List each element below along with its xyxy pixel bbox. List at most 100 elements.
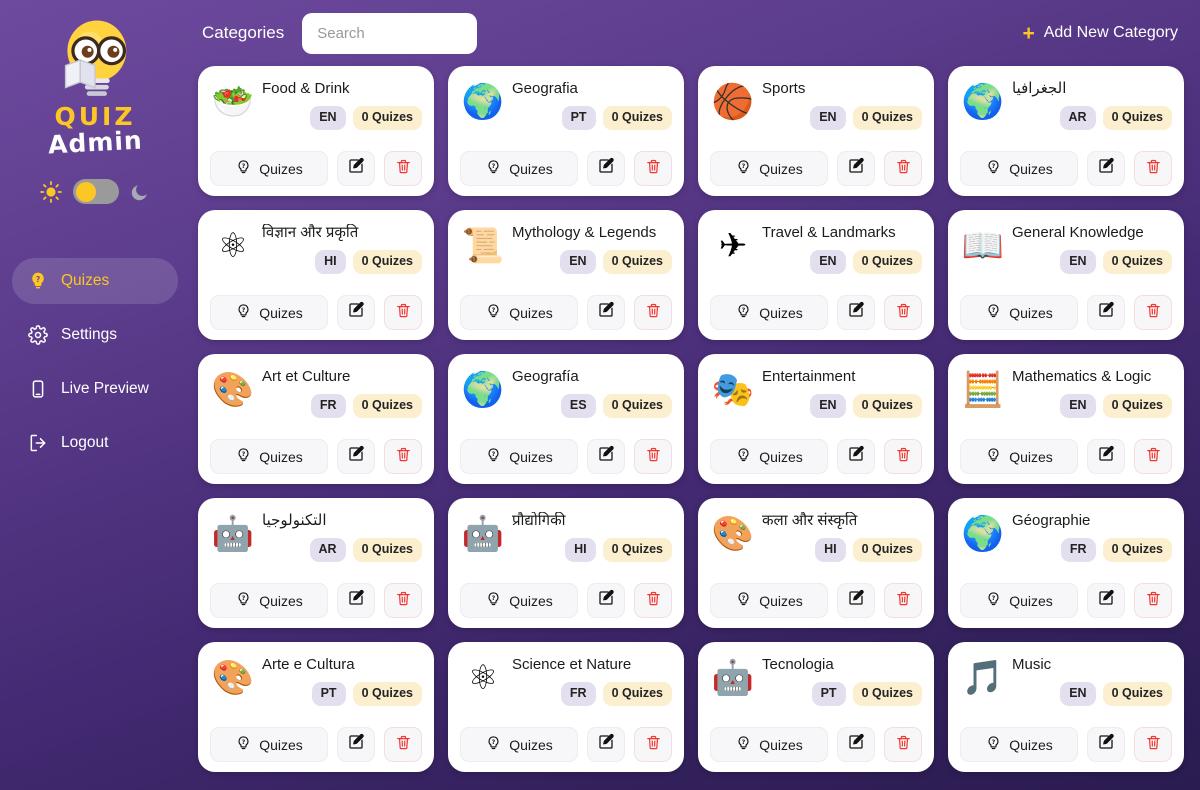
sidebar-item-quizes[interactable]: ? Quizes: [12, 258, 178, 304]
edit-category-button[interactable]: [337, 151, 375, 186]
delete-category-button[interactable]: [884, 727, 922, 762]
sidebar: QUIZ Admin: [0, 0, 190, 790]
view-quizes-button[interactable]: ? Quizes: [460, 151, 578, 186]
category-card: 🤖 प्रौद्योगिकी HI 0 Quizes? Quizes: [448, 498, 684, 628]
view-quizes-button[interactable]: ? Quizes: [460, 727, 578, 762]
view-quizes-button[interactable]: ? Quizes: [710, 727, 828, 762]
edit-category-button[interactable]: [587, 583, 625, 618]
sun-icon[interactable]: [40, 180, 62, 203]
theme-switch[interactable]: [73, 179, 119, 204]
add-new-category-button[interactable]: + Add New Category: [1022, 23, 1184, 44]
delete-category-button[interactable]: [884, 583, 922, 618]
edit-category-button[interactable]: [587, 295, 625, 330]
sidebar-item-live-preview[interactable]: Live Preview: [12, 366, 178, 412]
view-quizes-button[interactable]: ? Quizes: [960, 151, 1078, 186]
view-quizes-button[interactable]: ? Quizes: [960, 583, 1078, 618]
view-quizes-button[interactable]: ? Quizes: [460, 583, 578, 618]
sidebar-item-logout[interactable]: Logout: [12, 420, 178, 466]
delete-category-button[interactable]: [634, 583, 672, 618]
sidebar-item-label: Quizes: [61, 272, 110, 289]
edit-category-button[interactable]: [837, 439, 875, 474]
card-badges: EN 0 Quizes: [1012, 682, 1172, 706]
sidebar-nav: ? Quizes Settings: [0, 258, 190, 474]
category-card: 🎨 कला और संस्कृति HI 0 Quizes? Quizes: [698, 498, 934, 628]
delete-category-button[interactable]: [384, 295, 422, 330]
edit-category-button[interactable]: [1087, 151, 1125, 186]
view-quizes-label: Quizes: [1009, 160, 1053, 177]
delete-category-button[interactable]: [384, 583, 422, 618]
edit-category-button[interactable]: [837, 295, 875, 330]
edit-category-button[interactable]: [587, 151, 625, 186]
svg-text:?: ?: [36, 275, 40, 284]
view-quizes-label: Quizes: [759, 160, 803, 177]
open-book-bulb-icon: 📖: [961, 226, 1005, 266]
view-quizes-button[interactable]: ? Quizes: [710, 583, 828, 618]
edit-category-button[interactable]: [587, 439, 625, 474]
svg-text:?: ?: [742, 738, 746, 745]
delete-category-button[interactable]: [384, 151, 422, 186]
edit-category-button[interactable]: [587, 727, 625, 762]
edit-category-button[interactable]: [837, 727, 875, 762]
svg-text:?: ?: [992, 594, 996, 601]
edit-category-button[interactable]: [1087, 439, 1125, 474]
view-quizes-button[interactable]: ? Quizes: [710, 295, 828, 330]
card-head: General Knowledge EN 0 Quizes: [1012, 220, 1172, 274]
delete-category-button[interactable]: [634, 439, 672, 474]
card-top: ⚛ Science et Nature FR 0 Quizes: [460, 652, 672, 706]
view-quizes-button[interactable]: ? Quizes: [210, 583, 328, 618]
delete-category-button[interactable]: [1134, 583, 1172, 618]
edit-category-button[interactable]: [1087, 727, 1125, 762]
theme-toggle-group[interactable]: [40, 179, 150, 204]
view-quizes-button[interactable]: ? Quizes: [460, 295, 578, 330]
sidebar-item-settings[interactable]: Settings: [12, 312, 178, 358]
lightbulb-question-icon: ?: [735, 303, 752, 323]
delete-category-button[interactable]: [1134, 295, 1172, 330]
delete-category-button[interactable]: [1134, 439, 1172, 474]
edit-category-button[interactable]: [337, 295, 375, 330]
delete-category-button[interactable]: [384, 439, 422, 474]
edit-category-button[interactable]: [337, 439, 375, 474]
edit-category-button[interactable]: [337, 727, 375, 762]
category-title: Mathematics & Logic: [1012, 368, 1152, 385]
delete-category-button[interactable]: [634, 151, 672, 186]
view-quizes-label: Quizes: [509, 304, 553, 321]
view-quizes-button[interactable]: ? Quizes: [710, 151, 828, 186]
delete-category-button[interactable]: [1134, 151, 1172, 186]
card-top: 🎵 Music EN 0 Quizes: [960, 652, 1172, 706]
search-input[interactable]: [302, 12, 478, 54]
view-quizes-button[interactable]: ? Quizes: [960, 439, 1078, 474]
delete-category-button[interactable]: [884, 151, 922, 186]
delete-category-button[interactable]: [884, 439, 922, 474]
delete-category-button[interactable]: [634, 295, 672, 330]
view-quizes-button[interactable]: ? Quizes: [210, 439, 328, 474]
moon-icon[interactable]: [130, 182, 150, 202]
quiz-count-badge: 0 Quizes: [852, 682, 922, 706]
delete-category-button[interactable]: [884, 295, 922, 330]
card-actions: ? Quizes: [210, 439, 422, 474]
trash-icon: [895, 302, 912, 324]
delete-category-button[interactable]: [634, 727, 672, 762]
globe-icon: 🌍: [461, 370, 505, 410]
edit-category-button[interactable]: [1087, 583, 1125, 618]
language-badge: FR: [1060, 538, 1096, 562]
view-quizes-button[interactable]: ? Quizes: [960, 727, 1078, 762]
view-quizes-button[interactable]: ? Quizes: [210, 151, 328, 186]
lightbulb-question-icon: ?: [28, 271, 48, 291]
delete-category-button[interactable]: [384, 727, 422, 762]
card-actions: ? Quizes: [210, 583, 422, 618]
edit-category-button[interactable]: [337, 583, 375, 618]
edit-category-button[interactable]: [837, 151, 875, 186]
category-card: ⚛ Science et Nature FR 0 Quizes ? Quizes: [448, 642, 684, 772]
view-quizes-button[interactable]: ? Quizes: [460, 439, 578, 474]
edit-category-button[interactable]: [1087, 295, 1125, 330]
view-quizes-button[interactable]: ? Quizes: [960, 295, 1078, 330]
delete-category-button[interactable]: [1134, 727, 1172, 762]
trash-icon: [395, 734, 412, 756]
card-badges: AR 0 Quizes: [1012, 106, 1172, 130]
category-card: ✈ Travel & Landmarks EN 0 Quizes? Quizes: [698, 210, 934, 340]
view-quizes-button[interactable]: ? Quizes: [210, 727, 328, 762]
edit-category-button[interactable]: [837, 583, 875, 618]
view-quizes-button[interactable]: ? Quizes: [710, 439, 828, 474]
card-actions: ? Quizes: [960, 583, 1172, 618]
view-quizes-button[interactable]: ? Quizes: [210, 295, 328, 330]
